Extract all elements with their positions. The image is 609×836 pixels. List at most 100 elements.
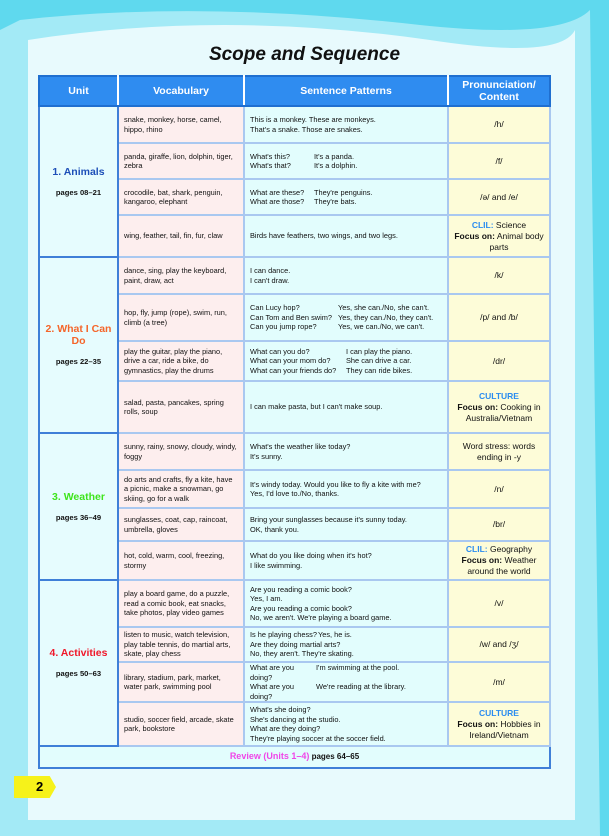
sentence-line: Yes, I'd love to./No, thanks. xyxy=(250,489,442,499)
focus-line: Focus on: Cooking in Australia/Vietnam xyxy=(454,402,544,424)
vocabulary-cell: crocodile, bat, shark, penguin, kangaroo… xyxy=(117,178,245,216)
sentence-answer: Yes, we can./No, we can't. xyxy=(338,322,425,332)
sentence-answer: Yes, they can./No, they can't. xyxy=(338,312,434,322)
sentence-question: That's a snake. Those are snakes. xyxy=(250,124,363,134)
unit-cell: 1. Animals pages 08–21 xyxy=(38,105,119,258)
content-subject: Science xyxy=(495,219,527,230)
sentence-patterns-cell: What are you doing? I'm swimming at the p… xyxy=(243,661,449,703)
table-row: do arts and crafts, fly a kite, have a p… xyxy=(39,469,551,509)
pronunciation-cell: Word stress: words ending in -y xyxy=(447,432,551,471)
table-row: 3. Weather pages 36–49 sunny, rainy, snowy… xyxy=(38,432,551,581)
sentence-line: It's sunny. xyxy=(250,452,442,462)
sentence-question: It's sunny. xyxy=(250,451,283,461)
sentence-line: OK, thank you. xyxy=(250,525,442,535)
table-row: salad, pasta, pancakes, spring rolls, so… xyxy=(39,380,551,434)
pronunciation-text: /f/ xyxy=(495,155,503,166)
sentence-answer: They're penguins. xyxy=(314,187,373,197)
focus-text: Cooking in Australia/Vietnam xyxy=(465,401,541,423)
sentence-line: What can your friends do? They can ride b… xyxy=(250,366,442,376)
content-keyword: CULTURE xyxy=(479,390,519,401)
review-pages: pages 64–65 xyxy=(311,752,360,762)
sentence-patterns-cell: What do you like doing when it's hot? I l… xyxy=(243,540,449,581)
vocabulary-cell: studio, soccer field, arcade, skate park… xyxy=(117,701,245,747)
sentence-question: Are you reading a comic book? xyxy=(250,584,352,594)
table-row: library, stadium, park, market, water pa… xyxy=(39,661,551,703)
sentence-question: Are you reading a comic book? xyxy=(250,603,352,613)
sentence-line: What are those? They're bats. xyxy=(250,197,442,207)
header-unit: Unit xyxy=(38,75,119,107)
pronunciation-cell: /k/ xyxy=(447,256,551,295)
sentence-answer: They can ride bikes. xyxy=(346,365,413,375)
sentence-line: No, they aren't. They're skating. xyxy=(250,649,442,659)
sentence-question: What's this? xyxy=(250,151,291,161)
sentence-question: No, they aren't. They're skating. xyxy=(250,649,354,659)
sentence-line: Is he playing chess? Yes, he is. xyxy=(250,630,442,640)
sentence-answer: I'm swimming at the pool. xyxy=(316,663,400,672)
sentence-answer: It's a panda. xyxy=(314,151,355,161)
content-type-line: CLIL: Science xyxy=(454,220,544,231)
sentence-answer: I can play the piano. xyxy=(346,346,413,356)
vocabulary-cell: snake, monkey, horse, camel, hippo, rhin… xyxy=(117,105,245,144)
pronunciation-cell: /br/ xyxy=(447,507,551,542)
sentence-answer: We're reading at the library. xyxy=(316,682,406,691)
sentence-question: No, we aren't. We're playing a board gam… xyxy=(250,613,392,622)
focus-line: Focus on: Animal body parts xyxy=(454,231,544,253)
sentence-line: No, we aren't. We're playing a board gam… xyxy=(250,613,442,623)
sentence-line: Bring your sunglasses because it's sunny… xyxy=(250,515,442,525)
content-subject: Geography xyxy=(490,544,533,554)
sentence-patterns-cell: This is a monkey. These are monkeys. That… xyxy=(243,105,449,144)
pronunciation-cell: CULTURE Focus on: Hobbies in Ireland/Viet… xyxy=(447,701,551,747)
table-row: studio, soccer field, arcade, skate park… xyxy=(39,701,551,747)
sentence-question: What's she doing? xyxy=(250,705,311,714)
sentence-patterns-cell: I can make pasta, but I can't make soup. xyxy=(243,380,449,434)
content-keyword: CLIL: xyxy=(471,219,494,230)
content-type-line: CULTURE xyxy=(454,708,544,719)
header-row: Unit Vocabulary Sentence Patterns Pronun… xyxy=(38,75,551,107)
sentence-question: They're playing soccer at the soccer fie… xyxy=(250,733,386,743)
sentence-question: Can Lucy hop? xyxy=(250,303,300,313)
sentence-line: What are they doing? xyxy=(250,724,442,734)
sentence-question: Birds have feathers, two wings, and two … xyxy=(250,231,398,241)
sentence-question: What's that? xyxy=(250,161,291,170)
sentence-line: What's that? It's a dolphin. xyxy=(250,161,442,171)
sentence-question: What are they doing? xyxy=(250,724,321,733)
unit-name: 2. What I Can Do xyxy=(45,323,112,348)
pronunciation-cell: /p/ and /b/ xyxy=(447,293,551,342)
sentence-line: I can make pasta, but I can't make soup. xyxy=(250,402,442,412)
sentence-patterns-cell: Bring your sunglasses because it's sunny… xyxy=(243,507,449,542)
scope-sequence-table: Unit Vocabulary Sentence Patterns Pronun… xyxy=(38,75,551,769)
pronunciation-text: /n/ xyxy=(494,483,504,494)
vocabulary-cell: play the guitar, play the piano, drive a… xyxy=(117,340,245,382)
table-row: panda, giraffe, lion, dolphin, tiger, ze… xyxy=(39,142,551,180)
sentence-patterns-cell: Is he playing chess? Yes, he is. Are they … xyxy=(243,626,449,663)
pronunciation-text: /v/ xyxy=(494,598,504,608)
sentence-question: It's windy today. Would you like to fly … xyxy=(250,479,421,489)
sentence-line: Are they doing martial arts? xyxy=(250,640,442,650)
unit-cell: 2. What I Can Do pages 22–35 xyxy=(38,256,119,434)
content-type-line: CLIL: Geography xyxy=(454,544,544,555)
focus-label: Focus on: xyxy=(457,401,499,412)
unit-name: 1. Animals xyxy=(52,165,105,178)
pronunciation-text: /ə/ and /e/ xyxy=(480,191,518,202)
focus-label: Focus on: xyxy=(457,718,499,729)
pronunciation-cell: /w/ and /ʒ/ xyxy=(447,626,551,663)
pronunciation-text: /h/ xyxy=(494,119,504,129)
sentence-patterns-cell: What's she doing? She's dancing at the st… xyxy=(243,701,449,747)
unit-pages: pages 22–35 xyxy=(55,357,102,367)
sentence-patterns-cell: What can you do? I can play the piano. Wha… xyxy=(243,340,449,382)
focus-line: Focus on: Weather around the world xyxy=(454,555,544,577)
sentence-line: Are you reading a comic book? xyxy=(250,604,442,614)
sentence-line: What are you doing? We're reading at the … xyxy=(250,682,442,701)
pronunciation-cell: CULTURE Focus on: Cooking in Australia/Vi… xyxy=(447,380,551,434)
vocabulary-cell: hop, fly, jump (rope), swim, run, climb … xyxy=(117,293,245,342)
sentence-question: What can you do? xyxy=(250,346,310,356)
sentence-line: What's the weather like today? xyxy=(250,442,442,452)
sentence-line: That's a snake. Those are snakes. xyxy=(250,125,442,135)
review-cell: Review (Units 1–4) pages 64–65 xyxy=(38,745,551,769)
unit-pages: pages 36–49 xyxy=(55,512,102,522)
sentence-patterns-cell: Birds have feathers, two wings, and two … xyxy=(243,214,449,258)
sentence-line: I can't draw. xyxy=(250,276,442,286)
vocabulary-cell: library, stadium, park, market, water pa… xyxy=(117,661,245,703)
pronunciation-cell: /m/ xyxy=(447,661,551,703)
focus-text: Hobbies in Ireland/Vietnam xyxy=(469,718,541,740)
